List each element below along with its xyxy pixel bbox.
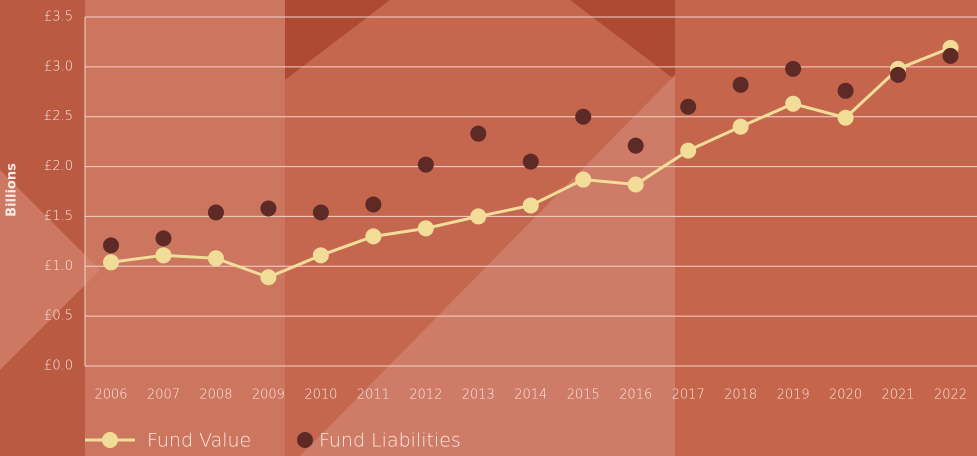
point (470, 125, 487, 142)
x-tick-label: 2022 (934, 388, 967, 403)
legend-label: Fund Value (147, 430, 251, 452)
x-tick-label: 2008 (199, 388, 232, 403)
y-tick-label: £1.5 (44, 209, 73, 224)
x-tick-label: 2015 (567, 388, 600, 403)
point (312, 204, 329, 221)
legend-marker (297, 432, 313, 448)
decor (285, 0, 390, 80)
y-axis-label: Billions (5, 163, 20, 217)
point (680, 98, 697, 115)
point (837, 82, 854, 99)
decor (85, 0, 285, 456)
x-tick-label: 2007 (147, 388, 180, 403)
y-tick-label: £0.0 (44, 359, 73, 374)
x-tick-label: 2012 (409, 388, 442, 403)
point (260, 269, 277, 286)
x-tick-label: 2009 (252, 388, 285, 403)
x-tick-label: 2014 (514, 388, 547, 403)
point (260, 200, 277, 217)
y-tick-label: £3.5 (44, 10, 73, 25)
point (732, 76, 749, 93)
point (890, 66, 907, 83)
y-tick-label: £2.5 (44, 109, 73, 124)
x-tick-label: 2010 (304, 388, 337, 403)
x-tick-label: 2013 (462, 388, 495, 403)
point (103, 237, 119, 254)
point (680, 142, 697, 159)
point (207, 204, 224, 221)
point (417, 156, 434, 173)
point (627, 137, 644, 154)
point (155, 247, 172, 264)
decor (570, 0, 675, 80)
x-tick-label: 2019 (777, 388, 810, 403)
y-tick-label: £1.0 (44, 259, 73, 274)
x-tick-label: 2021 (882, 388, 915, 403)
point (522, 153, 539, 170)
x-tick-label: 2016 (619, 388, 652, 403)
y-tick-label: £2.0 (44, 159, 73, 174)
point (470, 208, 487, 225)
point (627, 176, 644, 193)
x-tick-label: 2017 (672, 388, 705, 403)
y-tick-label: £0.5 (44, 309, 73, 324)
point (155, 230, 172, 247)
x-tick-label: 2011 (357, 388, 390, 403)
point (575, 171, 592, 188)
x-tick-label: 2006 (94, 388, 127, 403)
x-tick-label: 2020 (829, 388, 862, 403)
point (417, 220, 434, 237)
x-tick-label: 2018 (724, 388, 757, 403)
point (103, 254, 119, 271)
point (785, 60, 802, 77)
point (365, 228, 382, 245)
point (312, 247, 329, 264)
point (522, 197, 539, 214)
point (785, 95, 802, 112)
y-tick-label: £3.0 (44, 59, 73, 74)
point (365, 196, 382, 213)
legend-marker (102, 432, 118, 448)
point (942, 47, 959, 64)
point (732, 118, 749, 135)
point (837, 109, 854, 126)
decor (0, 170, 100, 370)
point (207, 250, 224, 267)
decor (300, 75, 675, 456)
legend-label: Fund Liabilities (319, 430, 461, 452)
point (575, 108, 592, 125)
